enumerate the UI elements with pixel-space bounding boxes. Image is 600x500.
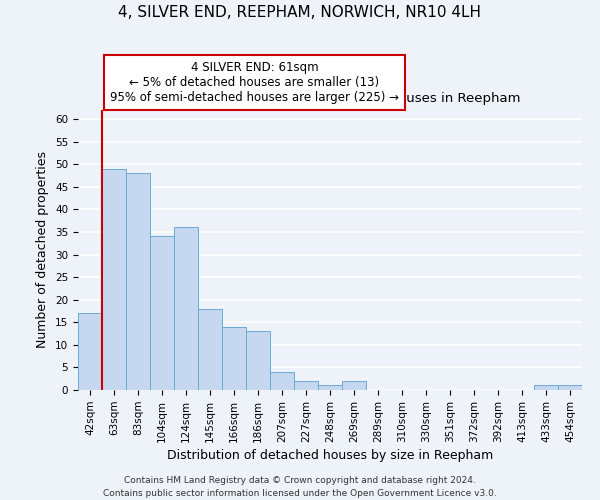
- Text: Contains HM Land Registry data © Crown copyright and database right 2024.
Contai: Contains HM Land Registry data © Crown c…: [103, 476, 497, 498]
- Text: 4, SILVER END, REEPHAM, NORWICH, NR10 4LH: 4, SILVER END, REEPHAM, NORWICH, NR10 4L…: [119, 5, 482, 20]
- Text: 4 SILVER END: 61sqm
← 5% of detached houses are smaller (13)
95% of semi-detache: 4 SILVER END: 61sqm ← 5% of detached hou…: [110, 62, 399, 104]
- X-axis label: Distribution of detached houses by size in Reepham: Distribution of detached houses by size …: [167, 449, 493, 462]
- Y-axis label: Number of detached properties: Number of detached properties: [37, 152, 49, 348]
- Bar: [294, 381, 318, 390]
- Bar: [558, 386, 582, 390]
- Bar: [534, 386, 558, 390]
- Bar: [102, 168, 126, 390]
- Bar: [270, 372, 294, 390]
- Bar: [78, 313, 102, 390]
- Bar: [126, 173, 150, 390]
- Bar: [246, 332, 270, 390]
- Title: Size of property relative to detached houses in Reepham: Size of property relative to detached ho…: [140, 92, 520, 104]
- Bar: [174, 228, 198, 390]
- Bar: [222, 327, 246, 390]
- Bar: [342, 381, 366, 390]
- Bar: [318, 386, 342, 390]
- Bar: [198, 308, 222, 390]
- Bar: [150, 236, 174, 390]
